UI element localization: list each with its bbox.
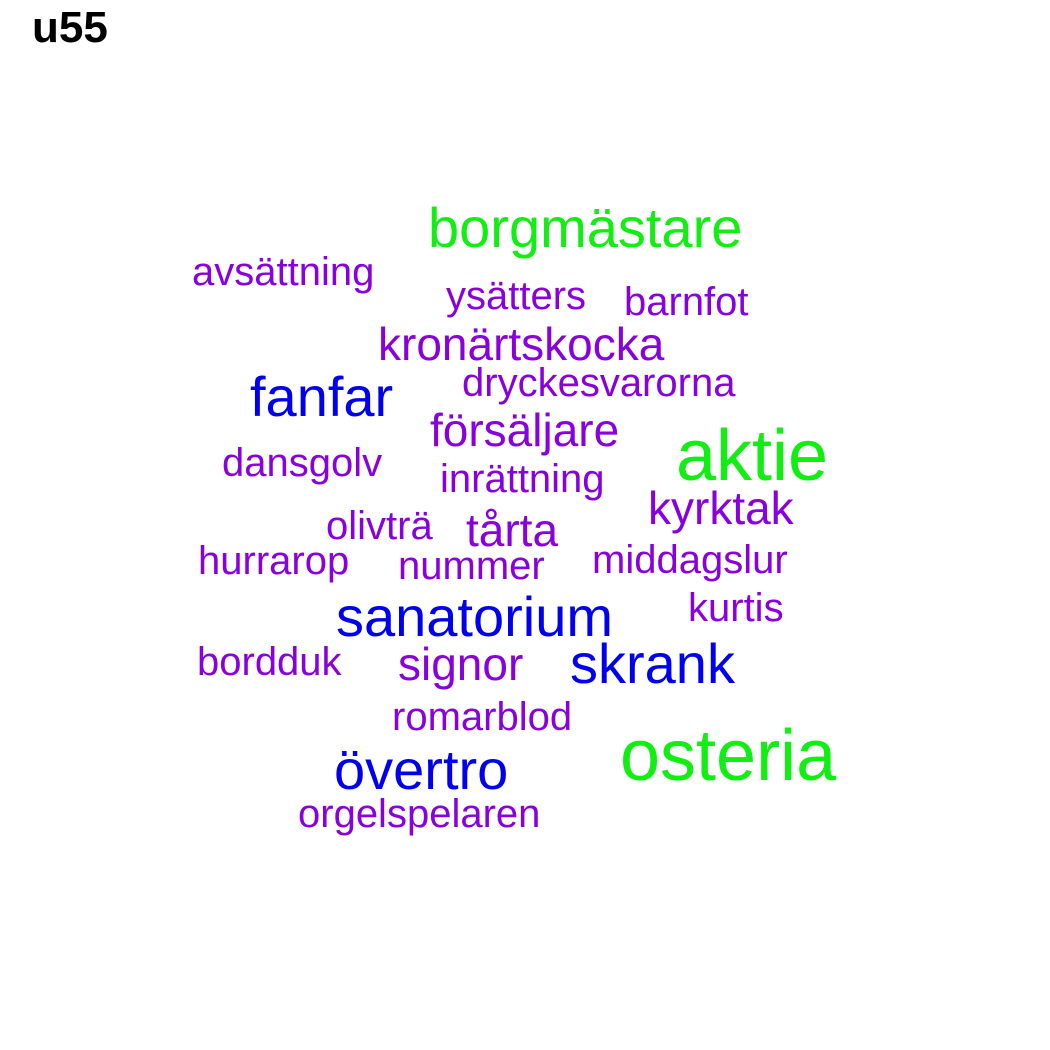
plot-title: u55	[32, 3, 108, 52]
word-barnfot: barnfot	[624, 280, 749, 324]
word-kurtis: kurtis	[688, 586, 784, 630]
word-fanfar: fanfar	[250, 365, 394, 428]
word-ysatters: ysätters	[446, 274, 587, 318]
word-skrank: skrank	[570, 632, 735, 695]
word-dansgolv: dansgolv	[222, 441, 383, 485]
word-avsattning: avsättning	[192, 250, 375, 294]
word-aktie: aktie	[676, 416, 829, 496]
word-signor: signor	[398, 638, 524, 690]
word-borgmastare: borgmästare	[428, 196, 743, 259]
word-dryckesvarorna: dryckesvarorna	[462, 361, 736, 405]
word-olivtra: olivträ	[326, 504, 433, 548]
word-inrattning: inrättning	[440, 457, 605, 501]
word-middagslur: middagslur	[592, 538, 788, 582]
word-sanatorium: sanatorium	[336, 585, 614, 648]
word-osteria: osteria	[620, 716, 837, 796]
word-kronartskocka: kronärtskocka	[378, 318, 665, 370]
word-tarta: tårta	[466, 504, 559, 556]
word-kyrktak: kyrktak	[648, 482, 794, 534]
word-forsaljare: försäljare	[430, 404, 620, 456]
word-romarblod: romarblod	[392, 695, 573, 739]
word-bordduk: bordduk	[197, 640, 342, 684]
word-hurrarop: hurrarop	[198, 539, 350, 583]
word-nummer: nummer	[398, 544, 545, 588]
word-overtro: övertro	[334, 738, 509, 801]
word-orgelspelaren: orgelspelaren	[298, 792, 541, 836]
